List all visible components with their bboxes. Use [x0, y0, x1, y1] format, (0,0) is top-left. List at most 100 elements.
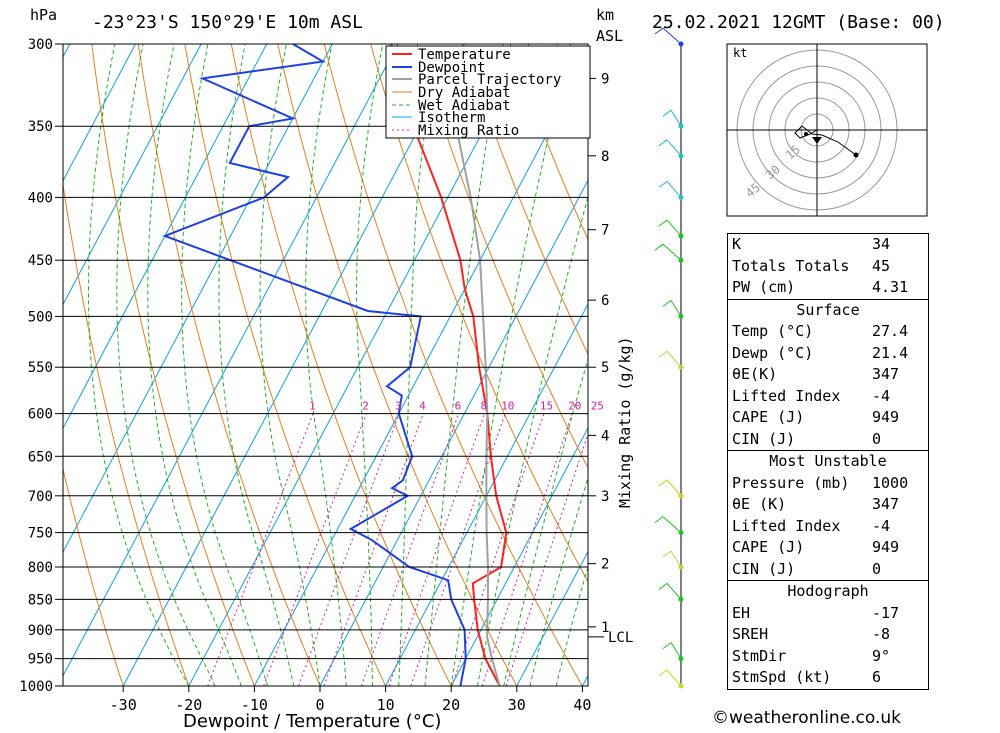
- wind-barb-shaft: [666, 479, 682, 497]
- km-tick-label: 1: [601, 620, 609, 636]
- legend: Temperature Dewpoint Parcel Trajectory D…: [385, 45, 591, 139]
- wet-adiabat-line: [218, 44, 295, 686]
- surface-row: Lifted Index -4: [732, 386, 891, 405]
- temp-tick-label: -10: [241, 696, 268, 714]
- lcl-label: LCL: [608, 630, 633, 646]
- pressure-tick-label: 600: [28, 407, 53, 423]
- km-tick-label: 8: [601, 149, 609, 165]
- surface-row: Temp (°C) 27.4: [732, 322, 909, 340]
- pressure-tick-label: 700: [28, 489, 53, 505]
- mixing-ratio-line: [323, 413, 424, 686]
- temp-tick-label: 30: [508, 696, 526, 714]
- wind-barb-flag: [658, 139, 668, 147]
- legend-label: Parcel Trajectory: [418, 72, 561, 88]
- index-row: K 34: [732, 235, 891, 253]
- pressure-tick-label: 800: [28, 560, 53, 576]
- surface-title: Surface: [728, 298, 928, 322]
- hodograph-row: SREH -8: [732, 625, 891, 643]
- isotherm-line: [188, 44, 530, 686]
- wind-barb-flag: [662, 550, 672, 558]
- pressure-tick-label: 650: [28, 449, 53, 465]
- pressure-tick-label: 850: [28, 592, 53, 608]
- dry-adiabat-line: [929, 44, 1000, 686]
- mixing-ratio-line: [388, 413, 485, 686]
- wind-barb-flag: [662, 642, 672, 650]
- mixing-ratio-label: 8: [481, 400, 488, 413]
- wet-adiabat-line: [450, 44, 571, 686]
- mixing-ratio-label: 15: [540, 400, 553, 413]
- pressure-tick-label: 550: [28, 360, 53, 376]
- temp-tick-label: -20: [175, 696, 202, 714]
- wet-adiabat-line: [116, 44, 216, 686]
- mixing-ratio-label: 1: [309, 400, 316, 413]
- wind-barb-shaft: [666, 350, 682, 368]
- hodograph-row: StmDir 9°: [732, 646, 891, 665]
- mixing-ratio-label: 2: [362, 400, 369, 413]
- wind-barb-shaft: [666, 181, 682, 198]
- wet-adiabat-line: [424, 44, 504, 686]
- wind-barbs: [654, 27, 684, 689]
- pressure-tick-label: 500: [28, 309, 53, 325]
- x-axis-title: Dewpoint / Temperature (°C): [183, 711, 441, 732]
- wind-barb-shaft: [662, 243, 682, 261]
- isotherm-line: [63, 44, 202, 306]
- hodograph-table-title: Hodograph: [728, 580, 928, 603]
- surface-row: CAPE (J) 949: [732, 408, 900, 426]
- datetime-title: 25.02.2021 12GMT (Base: 00): [652, 12, 945, 33]
- mixing-ratio-line: [263, 413, 367, 686]
- km-tick-label: 3: [601, 489, 609, 505]
- legend-box: [385, 45, 591, 139]
- wet-adiabat-line: [259, 44, 321, 686]
- surface-row: θE(K) 347: [732, 365, 900, 383]
- storm-motion-marker: [812, 137, 822, 144]
- isotherm-line: [0, 44, 4, 686]
- km-tick-label: 4: [601, 428, 609, 444]
- mixing-ratio-label: 6: [455, 400, 462, 413]
- mixing-ratio-label: 3: [395, 400, 402, 413]
- wind-barb-flag: [654, 27, 664, 35]
- wind-barb-shaft: [666, 669, 682, 687]
- wind-barb-shaft: [670, 642, 682, 659]
- asl-label: ASL: [596, 27, 623, 45]
- credit-link[interactable]: ©weatheronline.co.uk: [712, 708, 902, 728]
- legend-label: Wet Adiabat: [418, 98, 511, 114]
- hodograph-row: EH -17: [732, 603, 900, 622]
- mixing-ratio-label: 10: [501, 400, 514, 413]
- temp-tick-label: 0: [315, 696, 324, 714]
- km-tick-label: 6: [601, 293, 609, 309]
- legend-label: Isotherm: [418, 110, 485, 126]
- wind-barb-flag: [658, 582, 668, 590]
- isotherm-line: [319, 179, 588, 686]
- wind-barb-dot: [678, 123, 684, 129]
- wet-adiabat-line: [356, 44, 384, 686]
- location-title: -23°23'S 150°29'E 10m ASL: [92, 12, 363, 33]
- km-tick-label: 5: [601, 360, 609, 376]
- wind-barb-shaft: [670, 300, 682, 317]
- pressure-tick-label: 750: [28, 526, 53, 542]
- hpa-unit-label: hPa: [30, 6, 57, 24]
- dry-adiabat-line: [416, 44, 588, 470]
- wet-adiabat-line: [181, 44, 268, 686]
- isotherm-line: [253, 55, 588, 686]
- wind-barb-flag: [658, 219, 668, 227]
- series-parcel-trajectory: [444, 78, 501, 686]
- wind-barb-flag: [662, 299, 672, 307]
- pressure-tick-label: 450: [28, 253, 53, 269]
- wind-barb-shaft: [666, 583, 682, 600]
- wet-adiabat-line: [398, 44, 440, 686]
- isotherm-line: [63, 44, 136, 182]
- wind-barb-shaft: [666, 219, 682, 237]
- dry-adiabat-line: [63, 466, 124, 686]
- wind-barb-flag: [658, 181, 668, 188]
- pressure-tick-label: 300: [28, 37, 53, 53]
- index-row: PW (cm) 4.31: [732, 278, 909, 296]
- mixing-ratio-label: 4: [419, 400, 426, 413]
- most-unstable-row: CAPE (J) 949: [732, 538, 900, 556]
- most-unstable-row: Pressure (mb) 1000: [732, 473, 909, 492]
- isotherm-line: [122, 44, 464, 686]
- indices-panel: K 34 Totals Totals 45 PW (cm) 4.31 Surface …: [727, 233, 929, 690]
- km-tick-label: 9: [601, 71, 609, 87]
- wind-barb-shaft: [662, 27, 682, 45]
- wind-barb-flag: [658, 350, 668, 358]
- wet-adiabat-line: [147, 44, 242, 686]
